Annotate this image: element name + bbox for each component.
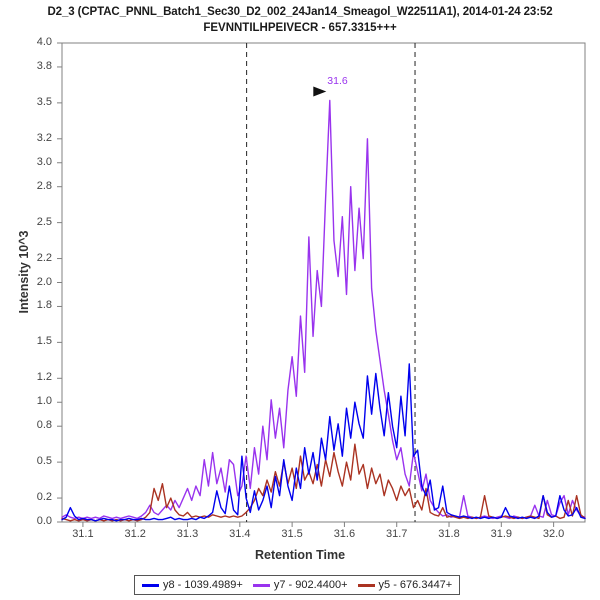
x-tick-label: 31.5: [281, 528, 303, 540]
x-tick-label: 32.0: [542, 528, 565, 540]
y-tick-label: 0.8: [36, 419, 52, 432]
series-line-y7[interactable]: [61, 99, 586, 520]
y-tick-label: 1.5: [36, 335, 52, 348]
plot-frame: [61, 42, 586, 523]
legend-label-y5: y5 - 676.3447+: [378, 579, 453, 591]
chart-title-line-1: D2_3 (CPTAC_PNNL_Batch1_Sec30_D2_002_24J…: [47, 6, 553, 18]
y-tick-label: 3.0: [36, 155, 52, 168]
y-tick-label: 3.2: [36, 131, 52, 144]
y-tick-label: 1.0: [36, 395, 52, 408]
y-tick-label: 2.0: [36, 275, 52, 288]
legend-swatch-y5: [357, 583, 375, 587]
legend-label-y7: y7 - 902.4400+: [273, 579, 348, 591]
y-tick-label: 0.0: [36, 515, 52, 527]
legend-item-y7[interactable]: y7 - 902.4400+: [252, 579, 348, 591]
chart-title-line-2: FEVNNTILHPEIVECR - 657.3315+++: [203, 22, 397, 34]
x-tick-label: 31.2: [124, 528, 146, 540]
legend-item-y5[interactable]: y5 - 676.3447+: [357, 579, 453, 591]
legend-swatch-y7: [252, 583, 270, 587]
x-tick-label: 31.4: [229, 528, 251, 540]
legend-label-y8: y8 - 1039.4989+: [163, 579, 243, 591]
y-tick-label: 0.2: [36, 491, 52, 504]
chart-legend[interactable]: y8 - 1039.4989+ y7 - 902.4400+ y5 - 676.…: [134, 575, 461, 595]
y-tick-label: 1.2: [36, 371, 52, 384]
x-tick-label: 31.9: [490, 528, 513, 540]
x-axis-title: Retention Time: [254, 548, 346, 562]
x-tick-label: 31.6: [333, 528, 356, 540]
y-tick-label: 2.5: [36, 215, 52, 228]
y-tick-label: 3.5: [36, 95, 52, 108]
legend-swatch-y8: [142, 583, 159, 587]
y-tick-label: 2.8: [36, 179, 52, 192]
y-tick-label: 2.2: [36, 251, 52, 264]
series-line-y8[interactable]: [61, 363, 586, 522]
peak-apex-marker-icon: [313, 86, 327, 97]
x-tick-label: 31.8: [438, 528, 460, 540]
peak-apex-label: 31.6: [327, 75, 348, 88]
y-tick-label: 1.8: [36, 299, 52, 312]
y-tick-label: 4.0: [36, 36, 52, 48]
legend-item-y8[interactable]: y8 - 1039.4989+: [142, 579, 243, 591]
x-tick-label: 31.7: [386, 528, 408, 540]
y-tick-label: 3.8: [36, 59, 52, 72]
x-tick-label: 31.3: [176, 528, 199, 540]
y-tick-label: 0.5: [36, 455, 52, 468]
x-tick-label: 31.1: [72, 528, 94, 540]
chart-title-block: D2_3 (CPTAC_PNNL_Batch1_Sec30_D2_002_24J…: [0, 4, 600, 36]
